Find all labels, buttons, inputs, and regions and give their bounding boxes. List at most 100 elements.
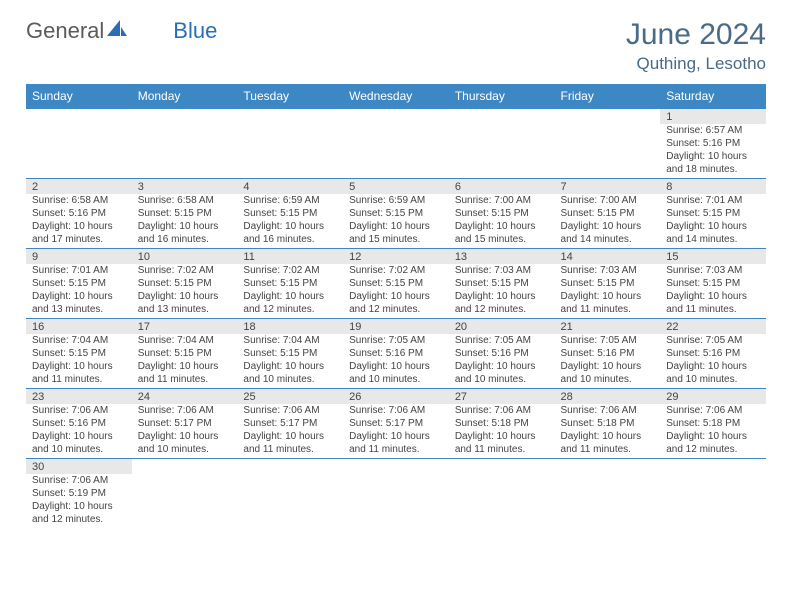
day-text-cell <box>132 150 238 163</box>
day-text-cell: Sunrise: 7:06 AM <box>26 404 132 417</box>
day-text-cell: and 11 minutes. <box>132 373 238 389</box>
day-text-cell <box>449 500 555 513</box>
day-text-cell <box>26 150 132 163</box>
logo: General Blue <box>26 18 217 44</box>
day-number-cell: 11 <box>237 249 343 265</box>
day-text-cell: Daylight: 10 hours <box>132 290 238 303</box>
day-text-cell: Sunrise: 7:04 AM <box>132 334 238 347</box>
day-number-cell <box>237 109 343 125</box>
day-text-cell <box>555 513 661 528</box>
day-text-cell: Sunset: 5:17 PM <box>237 417 343 430</box>
day-text-cell: Sunrise: 7:03 AM <box>555 264 661 277</box>
day-number-cell: 17 <box>132 319 238 335</box>
day-number-row: 30 <box>26 459 766 475</box>
day-text-cell <box>132 474 238 487</box>
day-text-cell <box>237 137 343 150</box>
day-text-cell <box>343 163 449 179</box>
day-number-cell: 13 <box>449 249 555 265</box>
day-text-cell: Daylight: 10 hours <box>343 430 449 443</box>
col-header-friday: Friday <box>555 84 661 109</box>
day-text-cell: Daylight: 10 hours <box>555 360 661 373</box>
day-text-row: and 12 minutes. <box>26 513 766 528</box>
day-text-cell <box>449 513 555 528</box>
day-number-cell: 22 <box>660 319 766 335</box>
day-text-cell <box>132 500 238 513</box>
day-text-cell: and 11 minutes. <box>237 443 343 459</box>
day-text-cell: Daylight: 10 hours <box>343 360 449 373</box>
day-text-cell: Sunset: 5:15 PM <box>660 277 766 290</box>
day-text-cell: Sunrise: 7:05 AM <box>555 334 661 347</box>
day-number-cell: 14 <box>555 249 661 265</box>
day-text-cell: and 10 minutes. <box>132 443 238 459</box>
day-text-cell: Daylight: 10 hours <box>660 220 766 233</box>
day-number-cell: 29 <box>660 389 766 405</box>
day-text-cell: Sunset: 5:16 PM <box>26 207 132 220</box>
day-text-cell: Sunrise: 7:04 AM <box>26 334 132 347</box>
day-text-cell <box>449 474 555 487</box>
day-number-cell: 23 <box>26 389 132 405</box>
day-text-cell: Sunset: 5:17 PM <box>132 417 238 430</box>
day-text-cell <box>343 474 449 487</box>
day-text-cell <box>660 513 766 528</box>
day-text-cell <box>237 124 343 137</box>
day-text-cell: Sunrise: 7:06 AM <box>237 404 343 417</box>
day-text-cell: and 11 minutes. <box>555 443 661 459</box>
day-text-row: Sunset: 5:15 PMSunset: 5:15 PMSunset: 5:… <box>26 347 766 360</box>
day-text-cell: and 10 minutes. <box>26 443 132 459</box>
day-text-cell: Daylight: 10 hours <box>555 430 661 443</box>
day-text-cell: Sunrise: 7:01 AM <box>26 264 132 277</box>
day-text-cell: and 12 minutes. <box>343 303 449 319</box>
day-number-cell: 27 <box>449 389 555 405</box>
day-text-cell: Sunset: 5:15 PM <box>343 207 449 220</box>
calendar-page: General Blue June 2024 Quthing, Lesotho … <box>0 0 792 538</box>
day-text-cell <box>449 163 555 179</box>
day-text-row: Sunset: 5:19 PM <box>26 487 766 500</box>
day-number-row: 16171819202122 <box>26 319 766 335</box>
day-text-cell <box>26 163 132 179</box>
day-text-cell <box>343 150 449 163</box>
day-text-cell: and 15 minutes. <box>449 233 555 249</box>
day-number-cell: 21 <box>555 319 661 335</box>
day-text-cell: and 11 minutes. <box>555 303 661 319</box>
day-text-cell: Sunset: 5:15 PM <box>660 207 766 220</box>
day-text-row: Sunrise: 6:58 AMSunrise: 6:58 AMSunrise:… <box>26 194 766 207</box>
day-number-cell: 15 <box>660 249 766 265</box>
day-text-cell: Sunrise: 7:00 AM <box>555 194 661 207</box>
day-text-cell: Sunset: 5:15 PM <box>237 347 343 360</box>
day-number-row: 9101112131415 <box>26 249 766 265</box>
day-text-cell: Daylight: 10 hours <box>237 360 343 373</box>
day-text-cell: and 12 minutes. <box>237 303 343 319</box>
day-text-row: Sunrise: 6:57 AM <box>26 124 766 137</box>
day-number-row: 2345678 <box>26 179 766 195</box>
day-text-cell: Sunrise: 7:05 AM <box>343 334 449 347</box>
day-text-cell: Sunrise: 7:05 AM <box>449 334 555 347</box>
day-number-cell: 6 <box>449 179 555 195</box>
day-text-row: Sunset: 5:16 PMSunset: 5:15 PMSunset: 5:… <box>26 207 766 220</box>
day-text-row: and 10 minutes.and 10 minutes.and 11 min… <box>26 443 766 459</box>
sail-icon <box>107 18 127 44</box>
day-text-cell: and 14 minutes. <box>555 233 661 249</box>
page-header: General Blue June 2024 Quthing, Lesotho <box>26 18 766 74</box>
day-text-cell: Sunset: 5:15 PM <box>449 207 555 220</box>
col-header-thursday: Thursday <box>449 84 555 109</box>
day-text-cell: Sunset: 5:15 PM <box>555 207 661 220</box>
day-text-row: Sunrise: 7:01 AMSunrise: 7:02 AM Sunrise:… <box>26 264 766 277</box>
day-number-cell <box>132 459 238 475</box>
day-text-row: Daylight: 10 hours Daylight: 10 hours Dayl… <box>26 430 766 443</box>
day-text-cell: Sunset: 5:15 PM <box>237 277 343 290</box>
day-text-cell: Sunset: 5:16 PM <box>343 347 449 360</box>
day-text-cell: and 18 minutes. <box>660 163 766 179</box>
day-text-cell: Daylight: 10 hours <box>660 290 766 303</box>
day-text-row: Daylight: 10 hours Daylight: 10 hours Dayl… <box>26 220 766 233</box>
day-text-cell: Daylight: 10 hours <box>132 430 238 443</box>
day-number-row: 1 <box>26 109 766 125</box>
day-text-cell: and 14 minutes. <box>660 233 766 249</box>
day-text-cell <box>555 150 661 163</box>
day-text-cell: Daylight: 10 hours <box>449 220 555 233</box>
day-number-cell: 20 <box>449 319 555 335</box>
day-text-cell: Daylight: 10 hours <box>237 220 343 233</box>
day-text-cell: Sunrise: 7:02 AM <box>132 264 238 277</box>
day-text-cell <box>449 150 555 163</box>
day-text-cell <box>343 500 449 513</box>
day-text-cell: Daylight: 10 hours <box>26 290 132 303</box>
